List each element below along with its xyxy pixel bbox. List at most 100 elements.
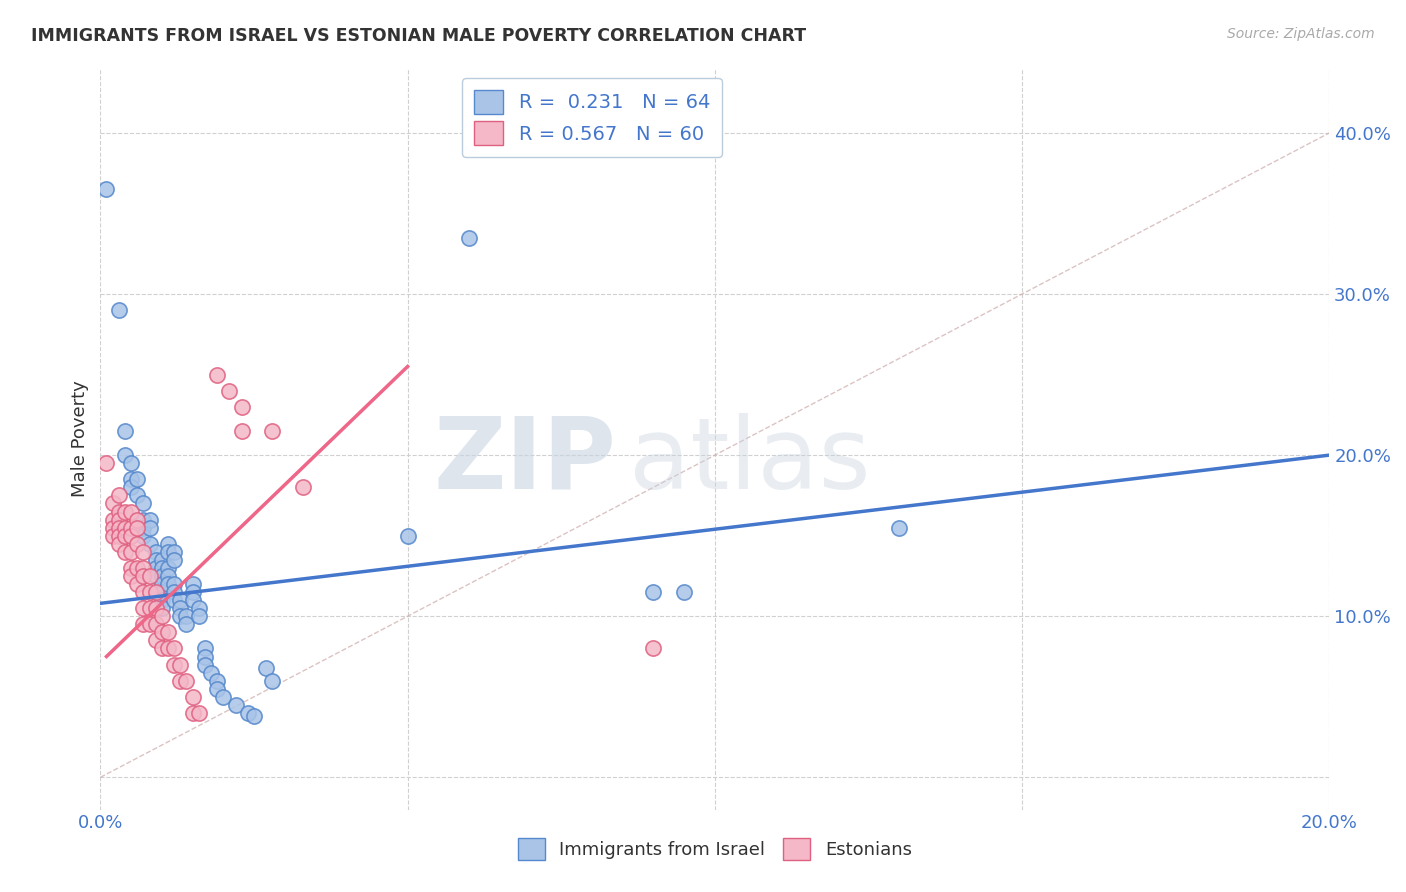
- Point: [225, 698, 247, 712]
- Point: [194, 649, 217, 664]
- Point: [163, 545, 186, 559]
- Point: [127, 512, 149, 526]
- Point: [200, 665, 222, 680]
- Point: [163, 585, 186, 599]
- Point: [145, 585, 167, 599]
- Point: [458, 230, 481, 244]
- Point: [231, 400, 253, 414]
- Y-axis label: Male Poverty: Male Poverty: [72, 381, 89, 498]
- Point: [163, 641, 186, 656]
- Point: [145, 553, 167, 567]
- Point: [163, 657, 186, 672]
- Point: [212, 690, 235, 704]
- Text: atlas: atlas: [628, 413, 870, 509]
- Point: [262, 424, 284, 438]
- Point: [132, 585, 155, 599]
- Point: [132, 529, 155, 543]
- Point: [114, 424, 136, 438]
- Point: [181, 706, 204, 720]
- Point: [101, 496, 124, 510]
- Point: [127, 537, 149, 551]
- Point: [176, 609, 198, 624]
- Point: [127, 577, 149, 591]
- Point: [107, 537, 129, 551]
- Point: [101, 512, 124, 526]
- Point: [169, 609, 191, 624]
- Point: [150, 625, 173, 640]
- Point: [150, 553, 173, 567]
- Point: [127, 561, 149, 575]
- Point: [194, 657, 217, 672]
- Point: [176, 617, 198, 632]
- Point: [643, 641, 665, 656]
- Point: [120, 480, 142, 494]
- Point: [169, 593, 191, 607]
- Point: [132, 545, 155, 559]
- Point: [114, 504, 136, 518]
- Point: [169, 657, 191, 672]
- Point: [132, 512, 155, 526]
- Point: [120, 569, 142, 583]
- Point: [156, 569, 179, 583]
- Point: [132, 617, 155, 632]
- Point: [127, 472, 149, 486]
- Point: [145, 617, 167, 632]
- Point: [643, 585, 665, 599]
- Point: [132, 521, 155, 535]
- Point: [181, 593, 204, 607]
- Point: [163, 553, 186, 567]
- Point: [156, 537, 179, 551]
- Point: [156, 561, 179, 575]
- Point: [292, 480, 315, 494]
- Point: [120, 545, 142, 559]
- Point: [127, 488, 149, 502]
- Point: [127, 521, 149, 535]
- Point: [138, 569, 160, 583]
- Point: [114, 448, 136, 462]
- Point: [101, 529, 124, 543]
- Point: [254, 661, 277, 675]
- Point: [163, 593, 186, 607]
- Point: [138, 512, 160, 526]
- Point: [150, 641, 173, 656]
- Point: [150, 601, 173, 615]
- Point: [114, 529, 136, 543]
- Point: [120, 529, 142, 543]
- Point: [132, 601, 155, 615]
- Point: [101, 521, 124, 535]
- Point: [231, 424, 253, 438]
- Point: [138, 521, 160, 535]
- Point: [176, 673, 198, 688]
- Point: [114, 521, 136, 535]
- Point: [107, 512, 129, 526]
- Point: [120, 561, 142, 575]
- Point: [120, 456, 142, 470]
- Point: [181, 690, 204, 704]
- Point: [187, 609, 209, 624]
- Point: [262, 673, 284, 688]
- Point: [205, 368, 228, 382]
- Point: [150, 593, 173, 607]
- Point: [132, 496, 155, 510]
- Point: [120, 521, 142, 535]
- Point: [156, 625, 179, 640]
- Point: [138, 617, 160, 632]
- Point: [218, 384, 240, 398]
- Point: [132, 569, 155, 583]
- Point: [120, 504, 142, 518]
- Point: [138, 585, 160, 599]
- Point: [145, 569, 167, 583]
- Text: ZIP: ZIP: [433, 413, 616, 509]
- Point: [889, 521, 911, 535]
- Text: Source: ZipAtlas.com: Source: ZipAtlas.com: [1227, 27, 1375, 41]
- Point: [396, 529, 419, 543]
- Point: [107, 488, 129, 502]
- Point: [181, 585, 204, 599]
- Point: [243, 709, 266, 723]
- Text: IMMIGRANTS FROM ISRAEL VS ESTONIAN MALE POVERTY CORRELATION CHART: IMMIGRANTS FROM ISRAEL VS ESTONIAN MALE …: [31, 27, 806, 45]
- Point: [169, 601, 191, 615]
- Point: [150, 569, 173, 583]
- Point: [114, 545, 136, 559]
- Point: [187, 706, 209, 720]
- Point: [205, 681, 228, 696]
